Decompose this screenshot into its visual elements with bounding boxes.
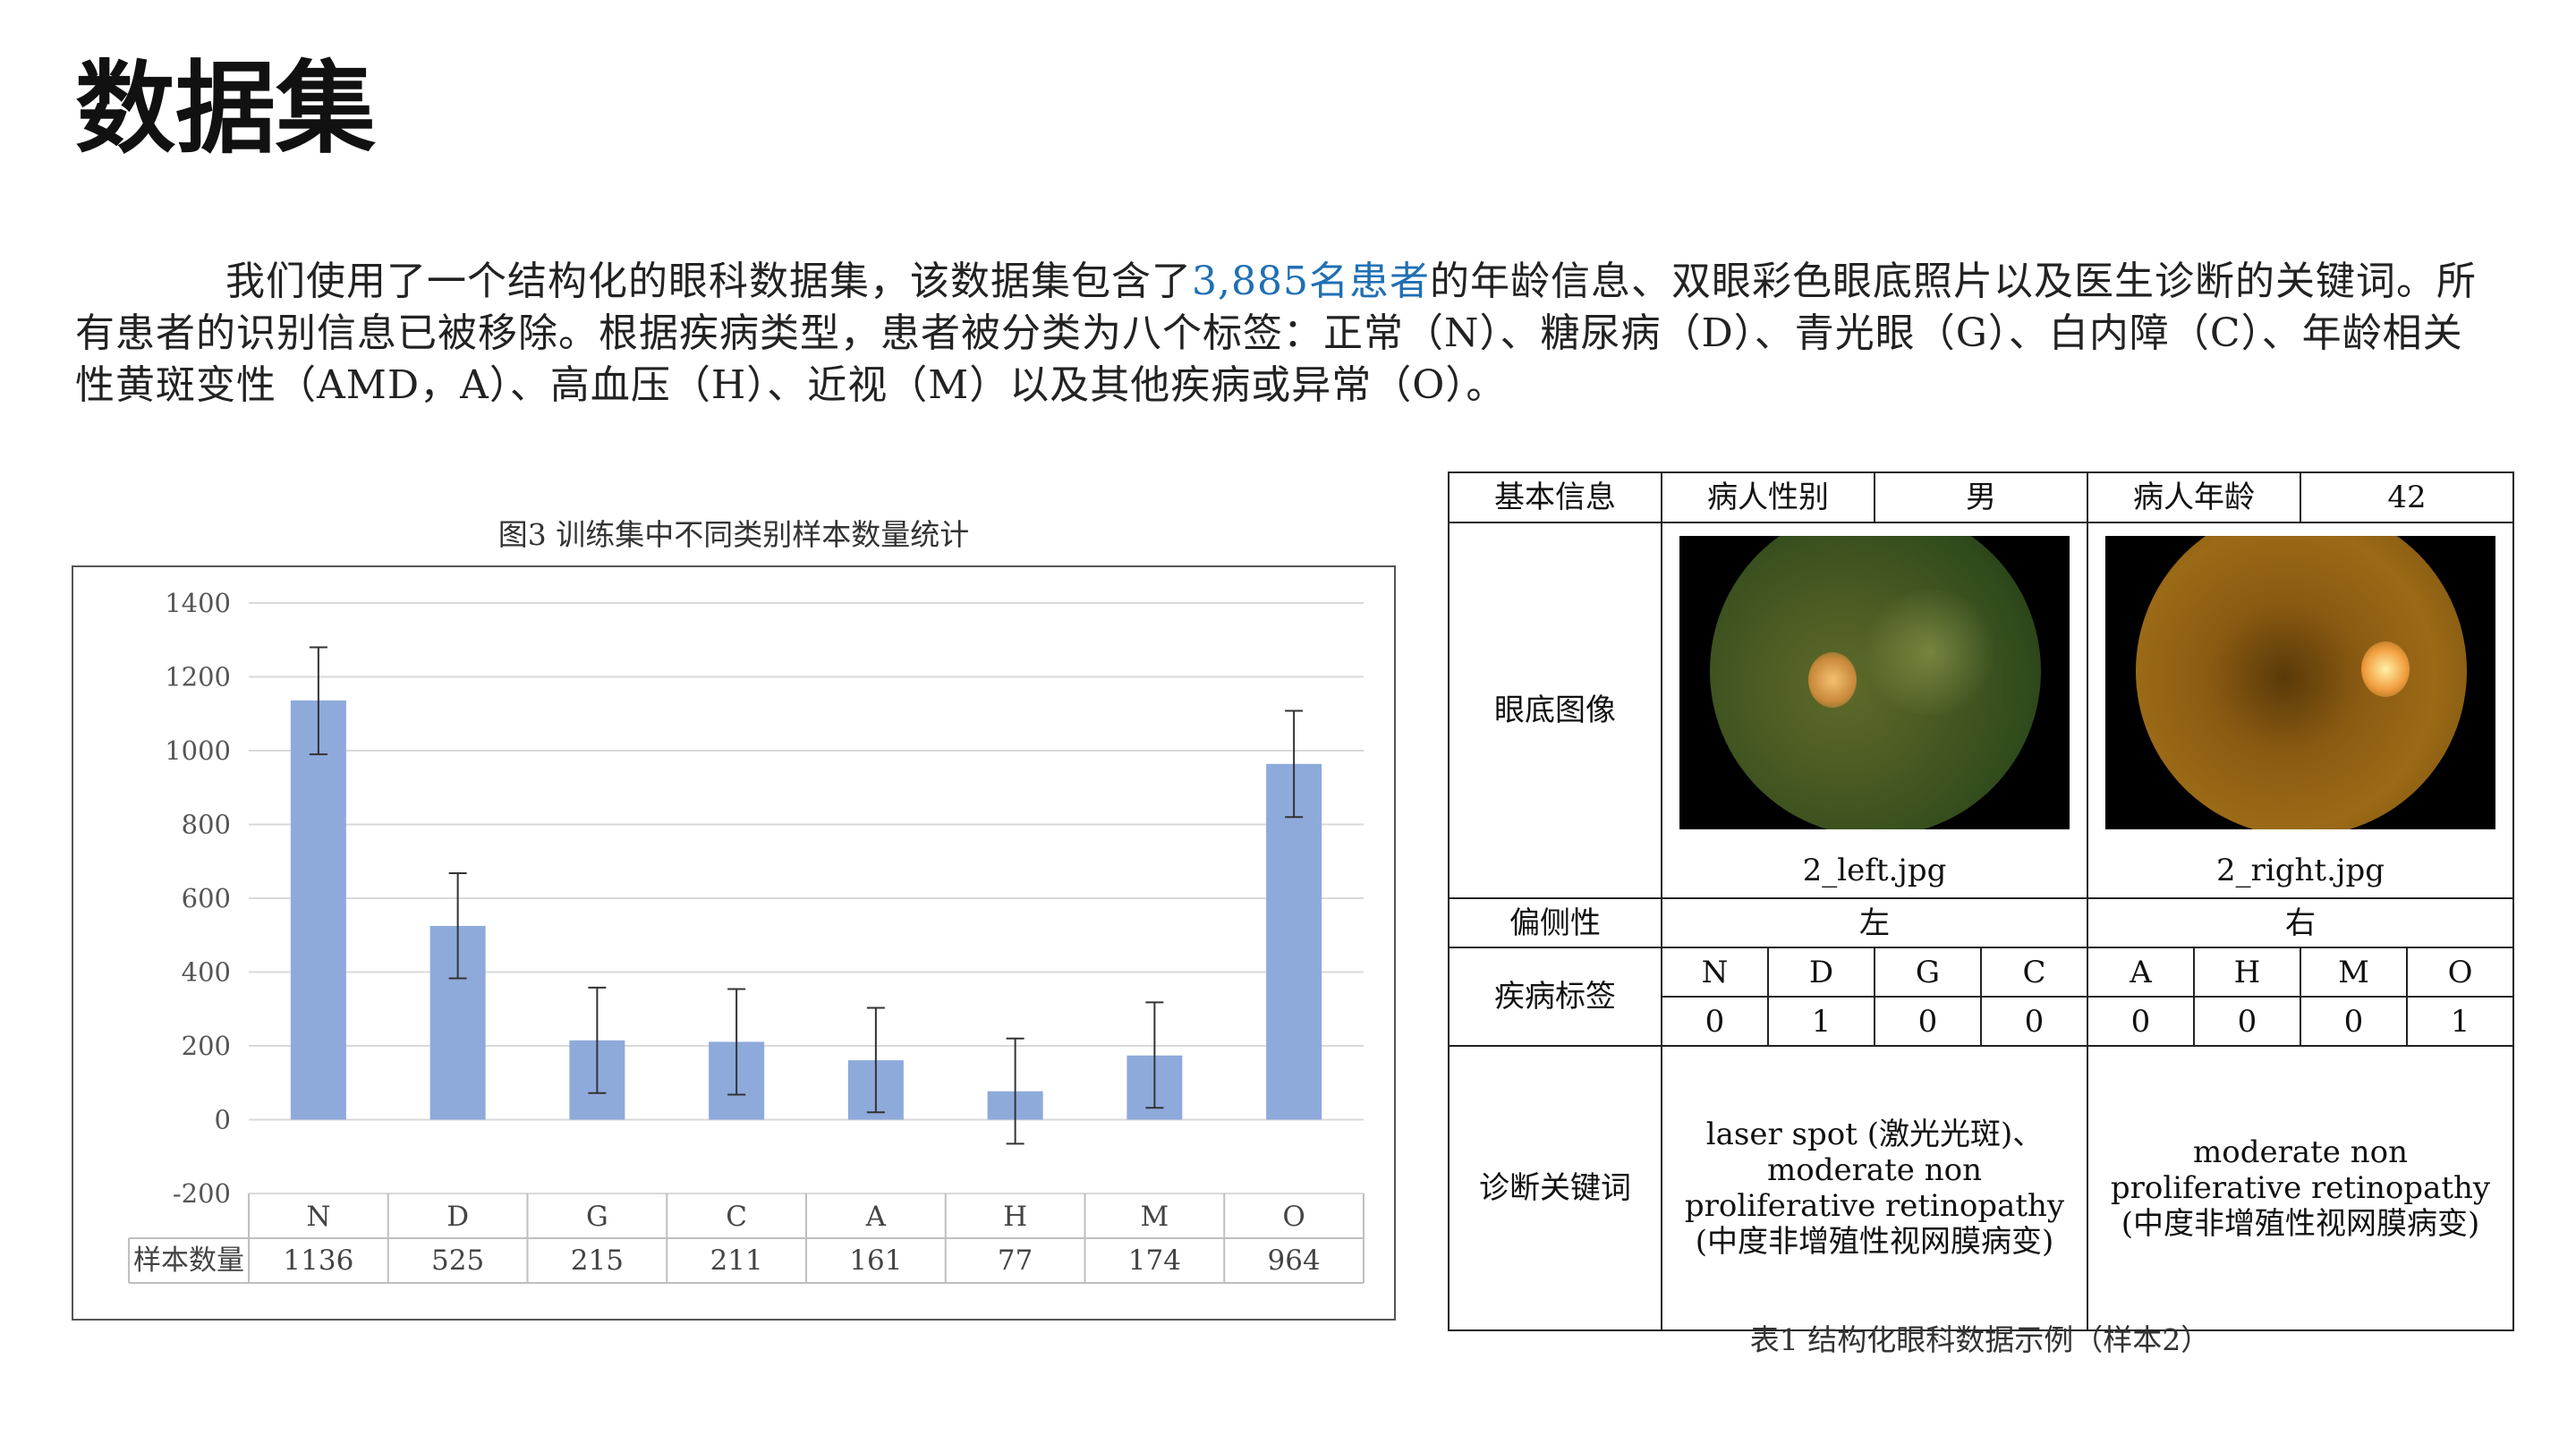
chart-canvas: 1400 1200 1000 800 600 400 200 0 -200 样本数量 N 1136 D 5… (128, 588, 1365, 1284)
left-fundus-cell: 2_left.jpg (1661, 522, 2088, 899)
age-label: 病人年龄 (2087, 471, 2301, 523)
right-keywords: moderate non proliferative retinopathy (… (2086, 1045, 2515, 1331)
label-value: 0 (1661, 996, 1769, 1047)
left-fundus-filename: 2_left.jpg (1802, 853, 1947, 888)
left-fundus-image (1679, 536, 2070, 829)
disease-label-title: 疾病标签 (1448, 947, 1662, 1047)
gender-label: 病人性别 (1661, 471, 1875, 523)
left-laser-spots (1858, 590, 2002, 715)
left-retina-disc (1710, 536, 2041, 829)
y-tick-label: 600 (182, 883, 231, 913)
data-value-label: 964 (1268, 1244, 1321, 1277)
chart-title: 图3 训练集中不同类别样本数量统计 (497, 517, 970, 552)
label-header: N (1661, 947, 1769, 998)
table-caption: 表1 结构化眼科数据示例（样本2） (1749, 1322, 2211, 1357)
label-value: 1 (2405, 996, 2515, 1047)
label-value: 0 (2193, 996, 2301, 1047)
data-value-label: 525 (431, 1244, 484, 1277)
label-value: 1 (1767, 996, 1875, 1047)
data-value-label: 161 (849, 1244, 902, 1277)
diagnosis-keywords-row: 诊断关键词 laser spot (激光光斑)、moderate non pro… (1448, 1045, 2515, 1331)
fundus-image-row: 眼底图像 2_left.jpg 2_right.jpg (1448, 522, 2515, 899)
bar-O (1266, 763, 1322, 1120)
page-title: 数据集 (75, 51, 376, 167)
data-value-label: 174 (1128, 1244, 1181, 1277)
label-value: 0 (2087, 996, 2195, 1047)
y-tick-label: 400 (182, 957, 231, 988)
right-fundus-image (2105, 536, 2495, 829)
label-value: 0 (1980, 996, 2088, 1047)
label-header: A (2087, 947, 2195, 998)
label-value: 0 (1874, 996, 1982, 1047)
x-category-label: N (306, 1201, 330, 1233)
x-category-label: M (1141, 1201, 1169, 1233)
label-header: C (1980, 947, 2088, 998)
left-optic-disc (1808, 652, 1857, 708)
age-value: 42 (2299, 471, 2515, 523)
keywords-label: 诊断关键词 (1448, 1045, 1662, 1331)
right-retina-disc (2136, 536, 2467, 829)
left-keywords: laser spot (激光光斑)、moderate non prolifera… (1661, 1045, 2088, 1331)
intro-text-before: 我们使用了一个结构化的眼科数据集，该数据集包含了 (225, 259, 1192, 304)
y-tick-label: 200 (182, 1031, 231, 1061)
label-header: O (2405, 947, 2515, 998)
data-value-label: 215 (571, 1244, 624, 1277)
data-table-label: 样本数量 (133, 1244, 244, 1277)
y-tick-label: 1000 (165, 735, 231, 766)
left-side-value: 左 (1661, 897, 2088, 948)
y-tick-label: 800 (182, 810, 231, 840)
right-optic-disc (2361, 641, 2410, 697)
y-tick-label: 1400 (165, 588, 231, 618)
x-category-label: A (865, 1201, 887, 1233)
basic-info-label: 基本信息 (1448, 471, 1662, 523)
label-header: D (1767, 947, 1875, 998)
disease-label-header-row: 疾病标签 N D G C A H M O (1448, 947, 2515, 1047)
x-category-label: O (1282, 1201, 1305, 1233)
patient-count-highlight: 3,885名患者 (1192, 259, 1430, 304)
x-category-label: G (586, 1201, 608, 1233)
label-value: 0 (2300, 996, 2408, 1047)
gender-value: 男 (1874, 471, 2088, 523)
structured-data-table-wrapper: 基本信息 病人性别 男 病人年龄 42 眼底图像 2_left.jpg 2_ri… (1448, 471, 2515, 1331)
basic-info-row: 基本信息 病人性别 男 病人年龄 42 (1448, 471, 2515, 523)
right-side-value: 右 (2086, 897, 2515, 948)
bar-chart: 1400 1200 1000 800 600 400 200 0 -200 样本数量 N 1136 D 5… (72, 565, 1396, 1321)
fundus-image-label: 眼底图像 (1448, 522, 1662, 899)
y-tick-label: 1200 (165, 662, 231, 692)
label-header: M (2300, 947, 2408, 998)
data-value-label: 77 (998, 1244, 1033, 1277)
y-tick-label: -200 (173, 1178, 231, 1209)
right-fundus-cell: 2_right.jpg (2086, 522, 2515, 899)
structured-data-table: 基本信息 病人性别 男 病人年龄 42 眼底图像 2_left.jpg 2_ri… (1448, 471, 2515, 1331)
laterality-row: 偏侧性 左 右 (1448, 897, 2515, 948)
bar-N (290, 700, 346, 1120)
intro-paragraph: 我们使用了一个结构化的眼科数据集，该数据集包含了3,885名患者的年龄信息、双眼… (75, 256, 2491, 412)
data-value-label: 1136 (283, 1244, 353, 1277)
right-fundus-filename: 2_right.jpg (2216, 853, 2385, 888)
y-tick-label: 0 (215, 1105, 231, 1135)
label-header: H (2193, 947, 2301, 998)
data-value-label: 211 (710, 1244, 763, 1277)
x-category-label: H (1003, 1201, 1027, 1233)
x-category-label: C (726, 1201, 747, 1233)
label-header: G (1874, 947, 1982, 998)
intro-text-after: 的年龄信息、双眼彩色眼底照片以及医生诊断的关键词。所有患者的识别信息已被移除。根… (75, 259, 2477, 408)
laterality-label: 偏侧性 (1448, 897, 1662, 948)
disease-label-value-row: 0 1 0 0 0 0 0 1 (1449, 996, 2515, 1047)
x-category-label: D (446, 1201, 469, 1233)
